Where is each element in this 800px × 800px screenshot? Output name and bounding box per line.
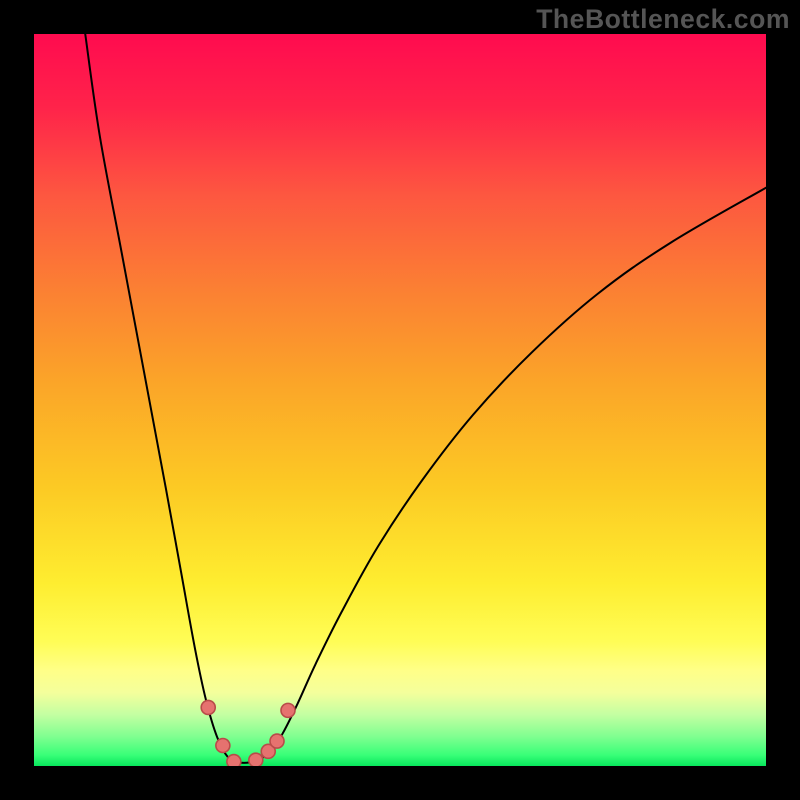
data-marker	[281, 703, 295, 717]
data-marker	[270, 734, 284, 748]
chart-container: TheBottleneck.com	[0, 0, 800, 800]
data-marker	[227, 755, 241, 766]
watermark-text: TheBottleneck.com	[536, 4, 790, 35]
plot-area	[34, 34, 766, 766]
data-marker	[249, 753, 263, 766]
data-marker	[201, 700, 215, 714]
data-marker	[216, 739, 230, 753]
curve-layer	[34, 34, 766, 766]
bottleneck-curve	[85, 34, 766, 763]
